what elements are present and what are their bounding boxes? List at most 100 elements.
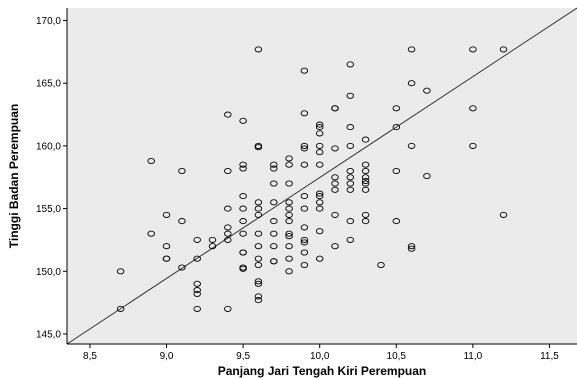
- x-tick-label: 10,0: [310, 351, 330, 362]
- scatter-point: [361, 161, 370, 168]
- scatter-point: [300, 67, 309, 74]
- scatter-point: [239, 205, 247, 212]
- scatter-point: [331, 105, 339, 112]
- scatter-point: [239, 161, 247, 168]
- scatter-point: [315, 190, 324, 197]
- scatter-point: [499, 211, 508, 218]
- y-tick-label: 150,0: [36, 267, 61, 278]
- scatter-point: [346, 186, 355, 193]
- fit-line: [66, 7, 577, 345]
- scatter-point: [224, 236, 232, 243]
- scatter-point: [285, 199, 293, 206]
- scatter-point: [270, 243, 278, 250]
- scatter-point: [361, 186, 370, 193]
- x-axis-label: Panjang Jari Tengah Kiri Perempuan: [218, 364, 427, 378]
- scatter-point: [254, 278, 263, 285]
- scatter-point: [331, 186, 339, 193]
- scatter-point: [407, 80, 416, 87]
- scatter-point: [315, 161, 324, 168]
- scatter-point: [315, 142, 324, 149]
- scatter-point: [270, 230, 278, 237]
- scatter-point: [116, 305, 125, 312]
- scatter-point: [423, 172, 431, 180]
- scatter-point: [239, 265, 247, 272]
- scatter-point: [285, 218, 293, 225]
- scatter-point: [208, 243, 217, 250]
- scatter-point: [224, 205, 232, 212]
- scatter-point: [147, 230, 155, 237]
- x-tick-label: 8,5: [83, 351, 97, 362]
- scatter-point: [178, 264, 186, 271]
- scatter-point: [315, 193, 324, 200]
- x-tick-label: 9,0: [160, 351, 174, 362]
- scatter-point: [224, 230, 232, 237]
- x-tick-label: 10,5: [387, 351, 407, 362]
- y-tick-label: 165,0: [36, 79, 61, 90]
- scatter-point: [239, 117, 247, 124]
- scatter-point: [300, 142, 309, 149]
- scatter-point: [499, 46, 508, 53]
- scatter-point: [300, 205, 309, 212]
- scatter-point: [346, 124, 355, 131]
- scatter-point: [331, 145, 339, 152]
- scatter-point: [224, 167, 232, 175]
- scatter-point: [285, 243, 293, 250]
- scatter-point: [407, 243, 416, 250]
- scatter-point: [361, 136, 370, 143]
- scatter-point: [315, 149, 324, 156]
- scatter-point: [239, 165, 247, 172]
- scatter-point: [285, 211, 293, 218]
- scatter-point: [270, 165, 278, 172]
- scatter-point: [392, 218, 401, 225]
- scatter-point: [346, 92, 355, 99]
- scatter-point: [392, 105, 401, 112]
- scatter-point: [285, 161, 293, 168]
- scatter-point: [300, 236, 309, 243]
- scatter-point: [193, 236, 201, 243]
- scatter-point: [254, 144, 263, 151]
- y-axis-ticks: 145,0 150,0 155,0 160,0 165,0 170,0: [36, 16, 67, 340]
- scatter-point: [469, 142, 477, 149]
- scatter-point: [254, 243, 263, 250]
- x-tick-label: 9,5: [236, 351, 250, 362]
- scatter-point: [423, 87, 431, 94]
- scatter-point: [193, 290, 201, 297]
- scatter-point: [361, 177, 370, 185]
- scatter-point: [315, 121, 324, 128]
- scatter-point: [193, 255, 201, 262]
- scatter-point: [407, 142, 416, 149]
- scatter-point: [254, 211, 263, 218]
- scatter-point: [392, 167, 401, 175]
- scatter-point: [361, 218, 370, 225]
- scatter-point: [361, 174, 370, 181]
- scatter-point: [239, 249, 247, 256]
- y-tick-label: 145,0: [36, 329, 61, 340]
- y-tick-label: 155,0: [36, 204, 61, 215]
- scatter-point: [162, 211, 171, 218]
- scatter-point: [377, 261, 385, 269]
- scatter-point: [315, 130, 324, 137]
- scatter-point: [285, 180, 293, 187]
- scatter-point: [346, 174, 355, 181]
- y-tick-label: 160,0: [36, 141, 61, 152]
- scatter-point: [193, 287, 201, 294]
- scatter-point: [254, 280, 263, 287]
- y-axis-label: Tinggi Badan Perempuan: [7, 104, 21, 248]
- scatter-point: [270, 218, 278, 225]
- scatter-point: [270, 199, 278, 206]
- scatter-point: [392, 124, 401, 131]
- scatter-point: [193, 280, 201, 287]
- scatter-point: [315, 199, 324, 206]
- points-layer: [116, 46, 508, 312]
- scatter-point: [254, 199, 263, 206]
- scatter-point: [315, 205, 324, 212]
- scatter-point: [469, 105, 477, 112]
- scatter-point: [254, 46, 263, 53]
- scatter-point: [469, 46, 477, 53]
- scatter-point: [239, 230, 247, 237]
- scatter-point: [346, 218, 355, 225]
- scatter-point: [270, 180, 278, 187]
- scatter-point: [285, 205, 293, 212]
- scatter-point: [224, 224, 232, 231]
